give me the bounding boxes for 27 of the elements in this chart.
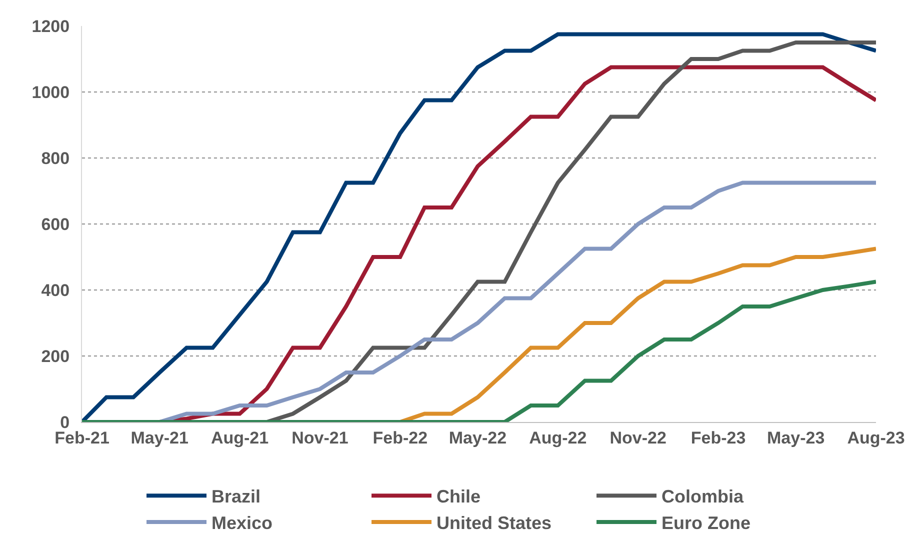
line-series [158, 180, 876, 422]
x-tick-label: Feb-22 [372, 428, 428, 448]
y-tick-label: 800 [41, 148, 70, 168]
line-series [264, 40, 876, 422]
y-tick-label: 1200 [32, 16, 70, 36]
y-tick-label: 1000 [32, 82, 70, 102]
legend-label: United States [436, 513, 552, 534]
x-tick-label: May-22 [448, 428, 507, 448]
legend-label: Brazil [212, 486, 261, 507]
x-tick-label: Nov-21 [292, 428, 348, 448]
x-tick-label: May-23 [767, 428, 825, 448]
legend-label: Chile [436, 486, 481, 507]
x-tick-label: Nov-22 [610, 428, 666, 448]
line-series [82, 280, 876, 422]
legend-label: Colombia [662, 486, 744, 507]
x-tick-label: May-21 [130, 428, 188, 448]
x-tick-label: Aug-22 [529, 428, 587, 448]
legend-label: Mexico [212, 513, 273, 534]
line-series [82, 32, 876, 422]
y-tick-label: 200 [41, 346, 70, 366]
x-tick-label: Aug-23 [847, 428, 905, 448]
x-tick-label: Feb-23 [690, 428, 746, 448]
y-tick-label: 400 [41, 280, 70, 300]
y-tick-label: 600 [41, 214, 70, 234]
legend-label: Euro Zone [662, 513, 750, 534]
x-tick-label: Aug-21 [210, 428, 269, 448]
line-series [398, 246, 876, 422]
